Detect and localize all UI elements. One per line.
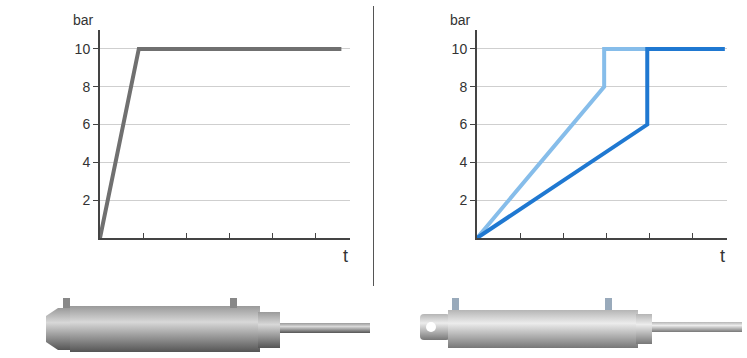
svg-text:8: 8 — [82, 79, 90, 95]
svg-text:t: t — [343, 246, 348, 266]
svg-text:4: 4 — [459, 154, 467, 170]
svg-text:2: 2 — [459, 192, 467, 208]
svg-text:6: 6 — [459, 116, 467, 132]
svg-text:2: 2 — [82, 192, 90, 208]
svg-text:10: 10 — [75, 41, 91, 57]
svg-text:10: 10 — [452, 41, 468, 57]
svg-text:8: 8 — [459, 79, 467, 95]
svg-text:6: 6 — [82, 116, 90, 132]
svg-text:bar: bar — [73, 12, 94, 28]
svg-text:t: t — [720, 246, 725, 266]
svg-text:bar: bar — [450, 12, 471, 28]
svg-text:4: 4 — [82, 154, 90, 170]
